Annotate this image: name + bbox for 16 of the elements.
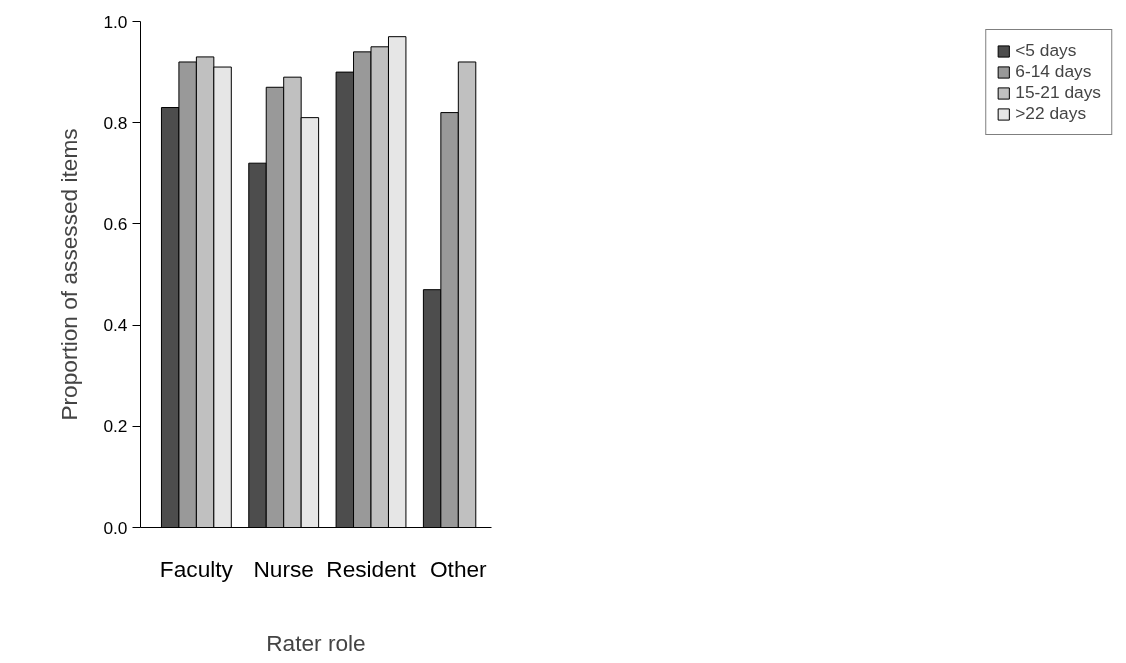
- y-tick-label: 0.0: [103, 517, 128, 538]
- legend-label: 15-21 days: [1015, 82, 1101, 103]
- legend-label: >22 days: [1015, 103, 1087, 124]
- y-tick-label: 0.2: [103, 416, 128, 437]
- x-tick-label: Other: [429, 555, 488, 582]
- x-tick-label: Nurse: [253, 555, 314, 582]
- legend-label: <5 days: [1015, 40, 1077, 61]
- y-tick-label: 1.0: [103, 11, 128, 32]
- legend-label: 6-14 days: [1015, 61, 1092, 82]
- y-tick-label: 0.4: [103, 315, 128, 336]
- y-tick-label: 0.8: [103, 112, 128, 133]
- y-tick-label: 0.6: [103, 213, 128, 234]
- x-tick-label: Resident: [326, 555, 417, 582]
- x-tick-label: Faculty: [159, 555, 234, 582]
- x-axis-title: Rater role: [266, 629, 366, 656]
- y-axis-title: Proportion of assessed items: [56, 128, 83, 421]
